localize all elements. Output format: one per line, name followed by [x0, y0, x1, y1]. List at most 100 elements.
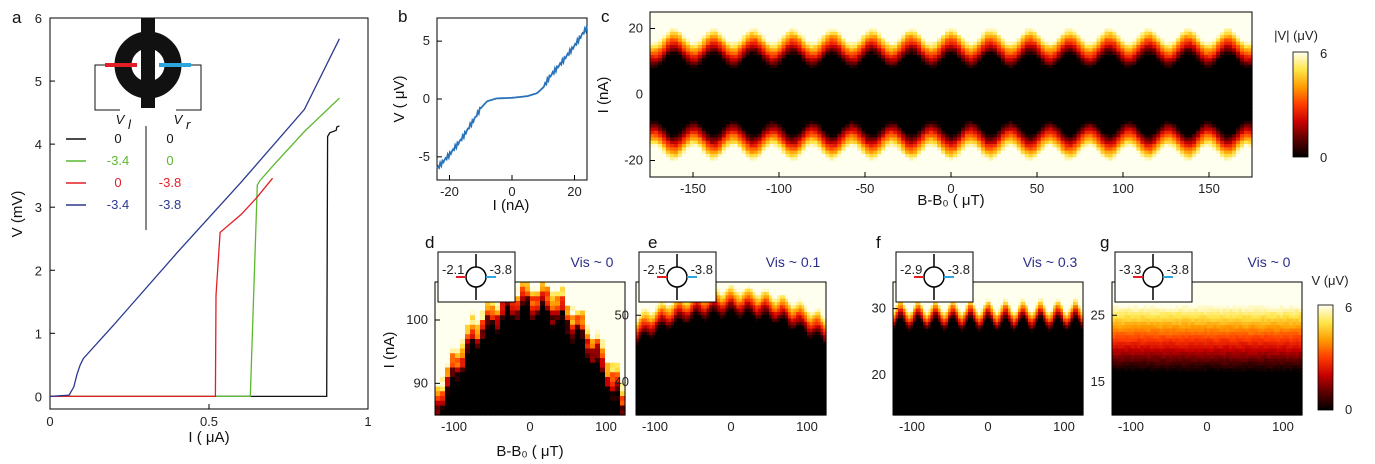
heatmap-cell-c — [749, 91, 755, 96]
heatmap-cell-c — [781, 134, 787, 138]
heatmap-cell-c — [709, 150, 715, 155]
heatmap-cell-c — [749, 114, 755, 119]
y-tick-label-b: 0 — [423, 91, 430, 106]
heatmap-cell-c — [793, 71, 799, 76]
heatmap-cell-c — [693, 101, 699, 105]
heatmap-cell-c — [789, 41, 795, 46]
heatmap-cell-c — [737, 18, 743, 23]
heatmap-cell-c — [749, 18, 755, 23]
heatmap-cell-c — [677, 12, 683, 16]
heatmap-cell-c — [713, 147, 719, 152]
heatmap-cell-c — [745, 173, 751, 178]
heatmap-cell-c — [773, 91, 779, 96]
heatmap-cell-c — [769, 114, 775, 119]
heatmap-cell-c — [705, 150, 711, 155]
heatmap-cell-c — [789, 157, 795, 162]
heatmap-cell-c — [701, 114, 707, 119]
heatmap-cell-c — [761, 120, 767, 125]
heatmap-cell-c — [733, 101, 739, 105]
heatmap-cell-c — [661, 25, 667, 30]
heatmap-cell-c — [737, 78, 743, 82]
heatmap-cell-c — [721, 97, 727, 102]
heatmap-cell-c — [749, 101, 755, 105]
heatmap-cell-c — [793, 150, 799, 155]
heatmap-cell-c — [661, 84, 667, 89]
heatmap-cell-c — [745, 87, 751, 92]
heatmap-cell-c — [729, 104, 735, 109]
heatmap-cell-c — [757, 84, 763, 89]
heatmap-cell-c — [761, 15, 767, 20]
heatmap-cell-c — [725, 107, 731, 112]
heatmap-cell-c — [761, 12, 767, 16]
heatmap-cell-c — [777, 127, 783, 132]
heatmap-cell-c — [773, 38, 779, 43]
heatmap-cell-c — [753, 104, 759, 109]
heatmap-cell-c — [717, 157, 723, 162]
heatmap-cell-c — [785, 21, 791, 26]
heatmap-cell-c — [745, 84, 751, 89]
heatmap-cell-c — [741, 137, 747, 142]
heatmap-cell-c — [653, 18, 659, 23]
heatmap-cell-c — [749, 134, 755, 138]
heatmap-cell-c — [653, 147, 659, 152]
heatmap-cell-c — [665, 68, 671, 72]
series-line-a-1 — [50, 97, 340, 398]
heatmap-cell-c — [725, 120, 731, 125]
heatmap-cell-c — [725, 150, 731, 155]
heatmap-cell-c — [785, 28, 791, 33]
heatmap-cell-c — [789, 81, 795, 86]
heatmap-cell-c — [661, 35, 667, 39]
heatmap-cell-c — [681, 104, 687, 109]
heatmap-cell-c — [785, 137, 791, 142]
heatmap-cell-c — [665, 144, 671, 148]
heatmap-cell-c — [681, 101, 687, 105]
heatmap-cell-c — [733, 127, 739, 132]
heatmap-cell-c — [650, 74, 655, 79]
heatmap-cell-c — [765, 124, 771, 129]
heatmap-cell-c — [681, 94, 687, 99]
heatmap-cell-c — [693, 74, 699, 79]
heatmap-cell-c — [673, 134, 679, 138]
heatmap-cell-c — [665, 91, 671, 96]
heatmap-cell-c — [721, 87, 727, 92]
heatmap-cell-c — [753, 134, 759, 138]
heatmap-cell-c — [765, 167, 771, 171]
heatmap-cell-c — [650, 18, 655, 23]
heatmap-cell-c — [741, 114, 747, 119]
heatmap-cell-c — [689, 163, 695, 168]
heatmap-cell-c — [650, 163, 655, 168]
heatmap-cell-c — [701, 45, 707, 49]
legend-header-right-sub: r — [186, 117, 191, 132]
heatmap-cell-c — [673, 144, 679, 148]
heatmap-cell-c — [709, 61, 715, 66]
heatmap-cell-c — [673, 58, 679, 63]
heatmap-cell-c — [761, 68, 767, 72]
heatmap-cell-c — [773, 48, 779, 53]
heatmap-cell-c — [713, 87, 719, 92]
heatmap-cell-c — [793, 157, 799, 162]
heatmap-cell-c — [729, 81, 735, 86]
heatmap-cell-c — [657, 153, 663, 158]
heatmap-cell-c — [781, 147, 787, 152]
heatmap-cell-c — [709, 41, 715, 46]
heatmap-cell-c — [749, 64, 755, 69]
heatmap-cell-c — [681, 160, 687, 165]
heatmap-cell-c — [789, 94, 795, 99]
heatmap-cell-c — [737, 97, 743, 102]
heatmap-cell-c — [657, 58, 663, 63]
heatmap-cell-c — [653, 64, 659, 69]
heatmap-cell-c — [773, 150, 779, 155]
heatmap-cell-c — [765, 18, 771, 23]
heatmap-cell-c — [749, 51, 755, 56]
heatmap-cell-c — [705, 170, 711, 175]
heatmap-cell-c — [769, 71, 775, 76]
heatmap-cell-c — [777, 117, 783, 122]
heatmap-cell-c — [669, 91, 675, 96]
heatmap-cell-c — [789, 97, 795, 102]
heatmap-cell-c — [737, 147, 743, 152]
heatmap-cell-c — [677, 25, 683, 30]
heatmap-cell-c — [673, 78, 679, 82]
heatmap-cell-c — [693, 153, 699, 158]
heatmap-cell-c — [653, 78, 659, 82]
heatmap-cell-c — [769, 124, 775, 129]
